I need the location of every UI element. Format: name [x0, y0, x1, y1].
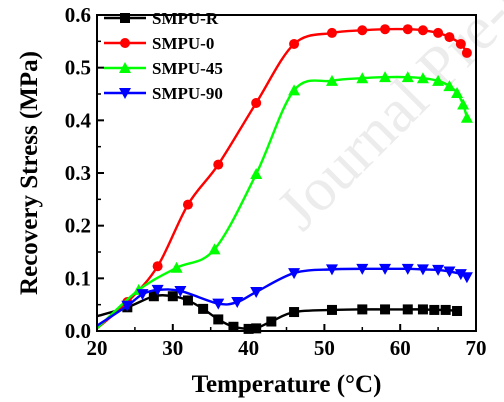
data-point [174, 285, 187, 297]
data-point [460, 272, 473, 284]
data-point [380, 24, 391, 35]
data-point [182, 295, 193, 306]
data-point [121, 300, 134, 312]
data-point [251, 323, 262, 334]
data-point [461, 47, 472, 58]
legend-marker [119, 62, 131, 73]
x-axis-title: Temperature (°C) [192, 371, 382, 398]
data-point [380, 304, 391, 315]
data-point [452, 305, 463, 316]
data-point [288, 84, 301, 96]
data-point [457, 98, 470, 110]
data-point [460, 111, 473, 123]
y-tick-label: 0.4 [65, 108, 92, 132]
y-tick-label: 0.6 [65, 3, 91, 27]
legend-item-smpu-45: SMPU-45 [104, 59, 223, 78]
data-point [451, 86, 464, 98]
y-tick-label: 0.3 [65, 161, 91, 185]
data-point [402, 24, 413, 35]
x-tick-label: 30 [162, 336, 183, 360]
y-tick-label: 0.5 [65, 56, 91, 80]
data-point [429, 304, 440, 315]
x-tick-label: 50 [314, 336, 335, 360]
data-point [402, 304, 413, 315]
data-point [213, 314, 224, 325]
data-point [231, 297, 244, 309]
data-point [433, 27, 444, 38]
data-point [379, 71, 392, 83]
y-axis-title: Recovery Stress (MPa) [16, 51, 43, 295]
data-point [152, 261, 163, 272]
x-tick-label: 20 [87, 336, 108, 360]
data-point [356, 263, 369, 275]
legend-item-smpu-0: SMPU-0 [104, 34, 214, 53]
legend-item-smpu-90: SMPU-90 [104, 84, 223, 103]
data-point [325, 264, 338, 276]
data-point [170, 261, 183, 273]
data-point [357, 25, 368, 36]
legend-label: SMPU-R [152, 9, 219, 28]
data-point [417, 25, 428, 36]
data-point [182, 199, 193, 210]
series-smpu-90 [96, 263, 473, 327]
legend: SMPU-R SMPU-0 SMPU-45 SMPU-90 [104, 9, 223, 103]
data-point [416, 72, 429, 84]
y-tick-label: 0.1 [65, 266, 91, 290]
data-point [379, 263, 392, 275]
series-smpu-45 [96, 71, 473, 330]
data-point [443, 80, 456, 92]
y-tick-label: 0.2 [65, 214, 91, 238]
data-point [357, 304, 368, 315]
data-point [289, 307, 300, 318]
series-layer [96, 24, 473, 334]
data-point [416, 264, 429, 276]
data-point [212, 298, 225, 310]
data-point [148, 291, 159, 302]
data-point [167, 291, 178, 302]
legend-label: SMPU-0 [152, 34, 214, 53]
x-tick-label: 60 [390, 336, 411, 360]
data-point [325, 74, 338, 86]
data-point [266, 316, 277, 327]
data-point [213, 159, 224, 170]
data-point [443, 266, 456, 278]
data-point [444, 32, 455, 43]
legend-marker [120, 38, 130, 48]
legend-item-smpu-r: SMPU-R [104, 9, 219, 28]
legend-marker [120, 13, 130, 23]
legend-label: SMPU-90 [152, 84, 223, 103]
data-point [250, 168, 263, 180]
data-point [455, 38, 466, 49]
data-point [250, 287, 263, 299]
data-point [288, 268, 301, 280]
x-tick-label: 40 [238, 336, 259, 360]
data-point [326, 27, 337, 38]
data-point [401, 263, 414, 275]
series-line [96, 27, 468, 330]
data-point [454, 269, 467, 281]
axes: 20 30 40 50 60 70 0.0 0.1 0.2 0.3 0.4 0.5 0.6 [65, 3, 487, 360]
data-point [326, 304, 337, 315]
series-smpu-r [96, 291, 463, 334]
data-point [401, 71, 414, 83]
data-point [356, 72, 369, 84]
legend-label: SMPU-45 [152, 59, 223, 78]
data-point [228, 321, 239, 332]
data-point [432, 74, 445, 86]
data-point [417, 304, 428, 315]
data-point [151, 284, 164, 296]
data-point [432, 264, 445, 276]
y-tick-label: 0.0 [65, 319, 91, 343]
data-point [440, 304, 451, 315]
data-point [208, 243, 221, 255]
data-point [289, 38, 300, 49]
data-point [136, 289, 149, 301]
data-point [251, 97, 262, 108]
data-point [198, 303, 209, 314]
legend-marker [119, 88, 131, 99]
x-tick-label: 70 [466, 336, 487, 360]
